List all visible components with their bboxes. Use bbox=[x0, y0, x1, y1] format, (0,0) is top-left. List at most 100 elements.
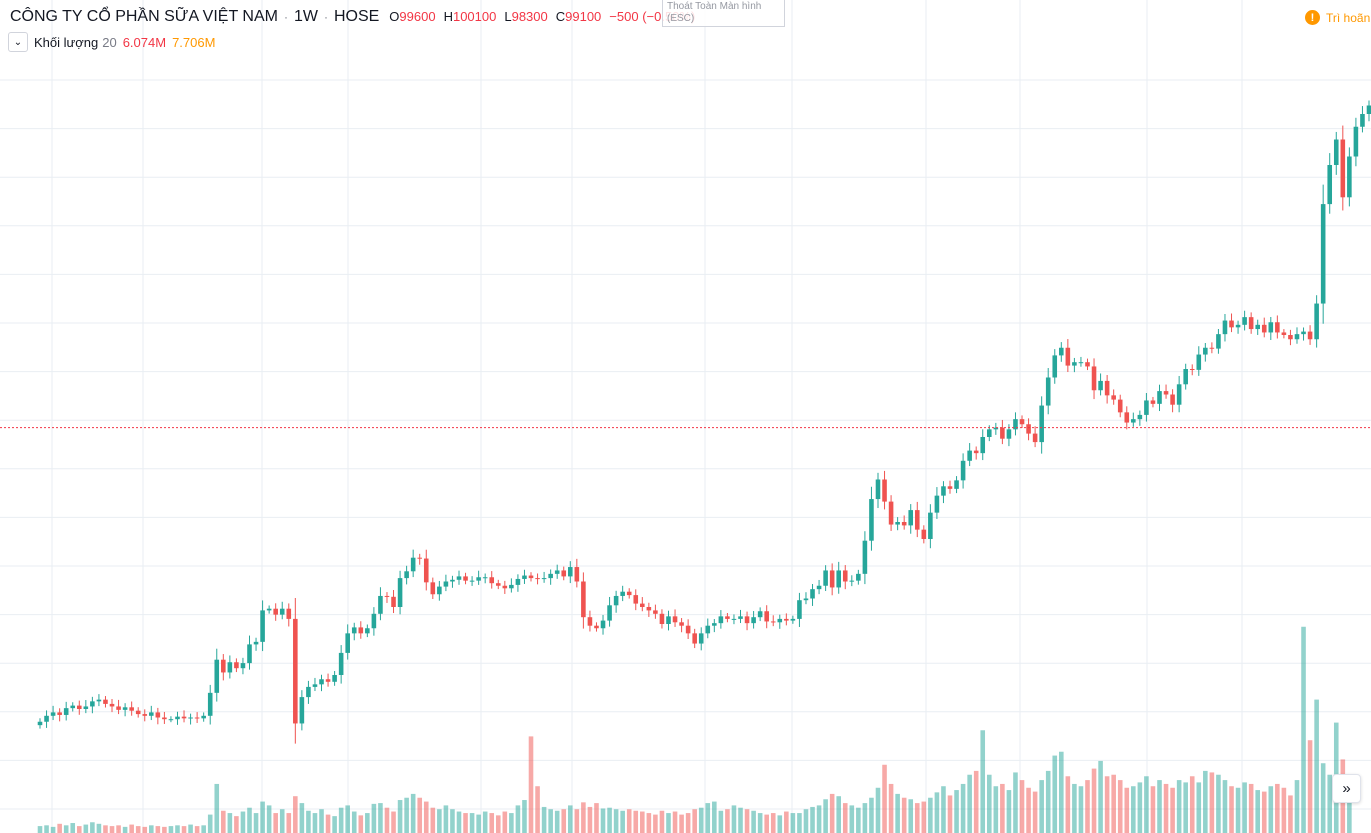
volume-bar bbox=[993, 786, 999, 833]
volume-bar bbox=[417, 797, 423, 833]
volume-bar bbox=[135, 826, 141, 833]
candle-body bbox=[1307, 331, 1313, 340]
volume-bar bbox=[423, 801, 429, 833]
candle-body bbox=[1320, 204, 1326, 304]
volume-bar bbox=[96, 823, 102, 833]
candle-body bbox=[214, 659, 220, 693]
candle-body bbox=[1078, 362, 1084, 364]
candle-body bbox=[1144, 400, 1149, 415]
volume-bar bbox=[613, 809, 619, 833]
candle-body bbox=[135, 710, 141, 715]
candle-body bbox=[1248, 317, 1254, 330]
volume-bar bbox=[784, 811, 789, 833]
volume-bar bbox=[1137, 782, 1143, 833]
candle-body bbox=[358, 627, 364, 634]
delay-badge[interactable]: ! Trì hoãn bbox=[1305, 10, 1370, 25]
candle-body bbox=[1229, 320, 1234, 328]
candle-body bbox=[378, 595, 383, 614]
candle-body bbox=[672, 616, 678, 623]
volume-bar bbox=[279, 809, 285, 833]
high-value: 100100 bbox=[452, 9, 497, 24]
warning-icon: ! bbox=[1305, 10, 1320, 25]
candle-body bbox=[934, 495, 940, 513]
candle-body bbox=[548, 573, 553, 579]
volume-bar bbox=[1275, 783, 1280, 833]
candle-body bbox=[253, 641, 259, 645]
candle-body bbox=[1111, 395, 1116, 400]
volume-bar bbox=[384, 807, 390, 833]
volume-bar bbox=[594, 803, 599, 833]
candle-body bbox=[561, 570, 567, 577]
candle-body bbox=[1131, 419, 1136, 423]
candle-body bbox=[1137, 414, 1143, 420]
interval-label[interactable]: 1W bbox=[293, 8, 318, 25]
candle-body bbox=[541, 578, 547, 580]
volume-bar bbox=[574, 809, 580, 833]
candle-body bbox=[764, 611, 769, 622]
volume-bar bbox=[463, 813, 468, 833]
volume-bar bbox=[90, 822, 95, 833]
volume-bar bbox=[266, 805, 272, 833]
scroll-to-realtime-button[interactable]: » bbox=[1332, 774, 1361, 803]
volume-bar bbox=[476, 814, 481, 833]
volume-bar bbox=[810, 806, 815, 833]
volume-bar bbox=[1320, 763, 1326, 833]
candle-body bbox=[1340, 139, 1346, 198]
volume-bar bbox=[181, 826, 187, 833]
candle-body bbox=[293, 618, 298, 724]
volume-bar bbox=[410, 793, 416, 833]
candle-body bbox=[430, 582, 436, 595]
candle-body bbox=[1059, 347, 1064, 356]
volume-bar bbox=[430, 807, 436, 833]
candle-body bbox=[1052, 355, 1058, 378]
candle-body bbox=[207, 692, 213, 716]
volume-bar bbox=[319, 809, 324, 833]
candle-body bbox=[810, 589, 815, 599]
volume-bar bbox=[1307, 740, 1313, 833]
volume-bar bbox=[1013, 772, 1018, 833]
volume-bar bbox=[1281, 787, 1287, 833]
candle-body bbox=[417, 557, 423, 559]
candle-body bbox=[1085, 362, 1090, 367]
ohlc-values: O99600 H100100 L98300 C99100 −500 (−0.50… bbox=[389, 9, 695, 24]
candle-body bbox=[626, 591, 632, 596]
candle-body bbox=[332, 675, 337, 682]
candle-body bbox=[862, 540, 868, 574]
volume-bar bbox=[260, 801, 265, 833]
volume-bar bbox=[607, 807, 612, 833]
volume-bar bbox=[522, 800, 527, 833]
volume-bar bbox=[790, 813, 796, 833]
candle-body bbox=[770, 621, 776, 623]
exit-fullscreen-button[interactable]: Thoát Toàn Màn hình (ESC) bbox=[662, 0, 785, 27]
volume-bar bbox=[1091, 768, 1097, 833]
candle-body bbox=[914, 510, 920, 530]
candle-body bbox=[554, 570, 560, 574]
volume-bar bbox=[908, 799, 914, 833]
candle-body bbox=[1091, 366, 1097, 391]
candle-body bbox=[443, 581, 449, 587]
candle-body bbox=[129, 707, 134, 711]
candle-body bbox=[83, 706, 89, 709]
volume-bar bbox=[338, 807, 344, 833]
volume-bar bbox=[1052, 755, 1058, 833]
candle-body bbox=[928, 512, 933, 539]
volume-bar bbox=[345, 805, 350, 833]
volume-bar bbox=[332, 816, 337, 833]
candle-body bbox=[1104, 380, 1110, 396]
volume-bar bbox=[921, 801, 927, 833]
volume-bar bbox=[862, 803, 868, 833]
volume-bar bbox=[495, 815, 501, 833]
candle-body bbox=[1026, 424, 1031, 434]
volume-bar bbox=[718, 810, 724, 833]
volume-bar bbox=[600, 808, 606, 833]
candle-body bbox=[266, 608, 272, 611]
volume-bar bbox=[227, 813, 233, 833]
volume-bar bbox=[633, 810, 639, 833]
chevron-down-icon[interactable]: ⌄ bbox=[8, 32, 28, 52]
candle-body bbox=[456, 576, 462, 580]
volume-bar bbox=[149, 825, 154, 833]
volume-bar bbox=[1131, 786, 1136, 833]
candle-body bbox=[1163, 391, 1169, 395]
candle-body bbox=[882, 479, 887, 502]
